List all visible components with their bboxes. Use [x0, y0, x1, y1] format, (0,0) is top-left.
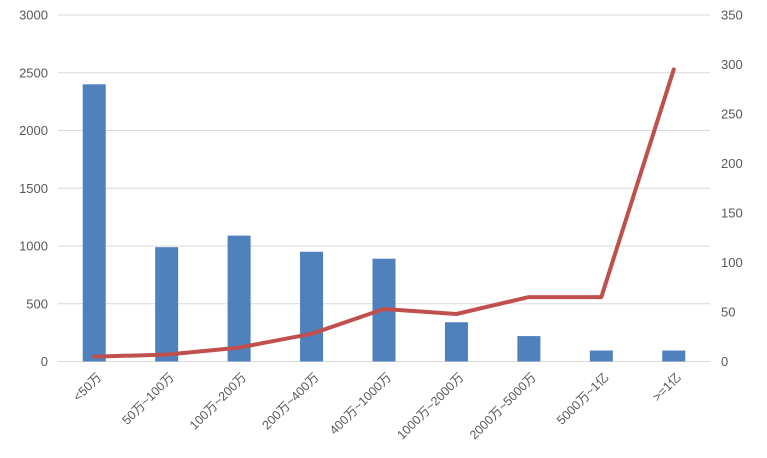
- y-axis-left-tick-label: 500: [26, 296, 48, 311]
- y-axis-right-tick-label: 200: [721, 156, 743, 171]
- y-axis-left-tick-label: 3000: [19, 8, 48, 23]
- y-axis-left-tick-label: 2000: [19, 123, 48, 138]
- line-series: [92, 67, 676, 359]
- y-axis-left-tick-label: 1500: [19, 181, 48, 196]
- bar: [227, 235, 251, 362]
- bar: [300, 251, 324, 362]
- y-axis-right-tick-label: 50: [721, 305, 735, 320]
- bar: [517, 336, 541, 362]
- y-axis-right-tick-label: 100: [721, 255, 743, 270]
- y-axis-left-tick-label: 2500: [19, 65, 48, 80]
- y-axis-right-tick-label: 150: [721, 206, 743, 221]
- bar: [662, 350, 686, 362]
- y-axis-right-tick-label: 350: [721, 8, 743, 23]
- y-axis-right: 0 50 100 150 200 250 300 350: [721, 8, 743, 370]
- y-axis-left: 0 500 1000 1500 2000 2500 3000: [19, 8, 48, 370]
- bar: [589, 350, 613, 362]
- bar: [82, 84, 106, 362]
- bar: [444, 322, 468, 362]
- y-axis-right-tick-label: 0: [721, 354, 728, 369]
- y-axis-left-tick-label: 0: [41, 354, 48, 369]
- y-axis-left-tick-label: 1000: [19, 239, 48, 254]
- y-axis-right-tick-label: 250: [721, 107, 743, 122]
- bar: [155, 247, 179, 362]
- y-axis-right-tick-label: 300: [721, 57, 743, 72]
